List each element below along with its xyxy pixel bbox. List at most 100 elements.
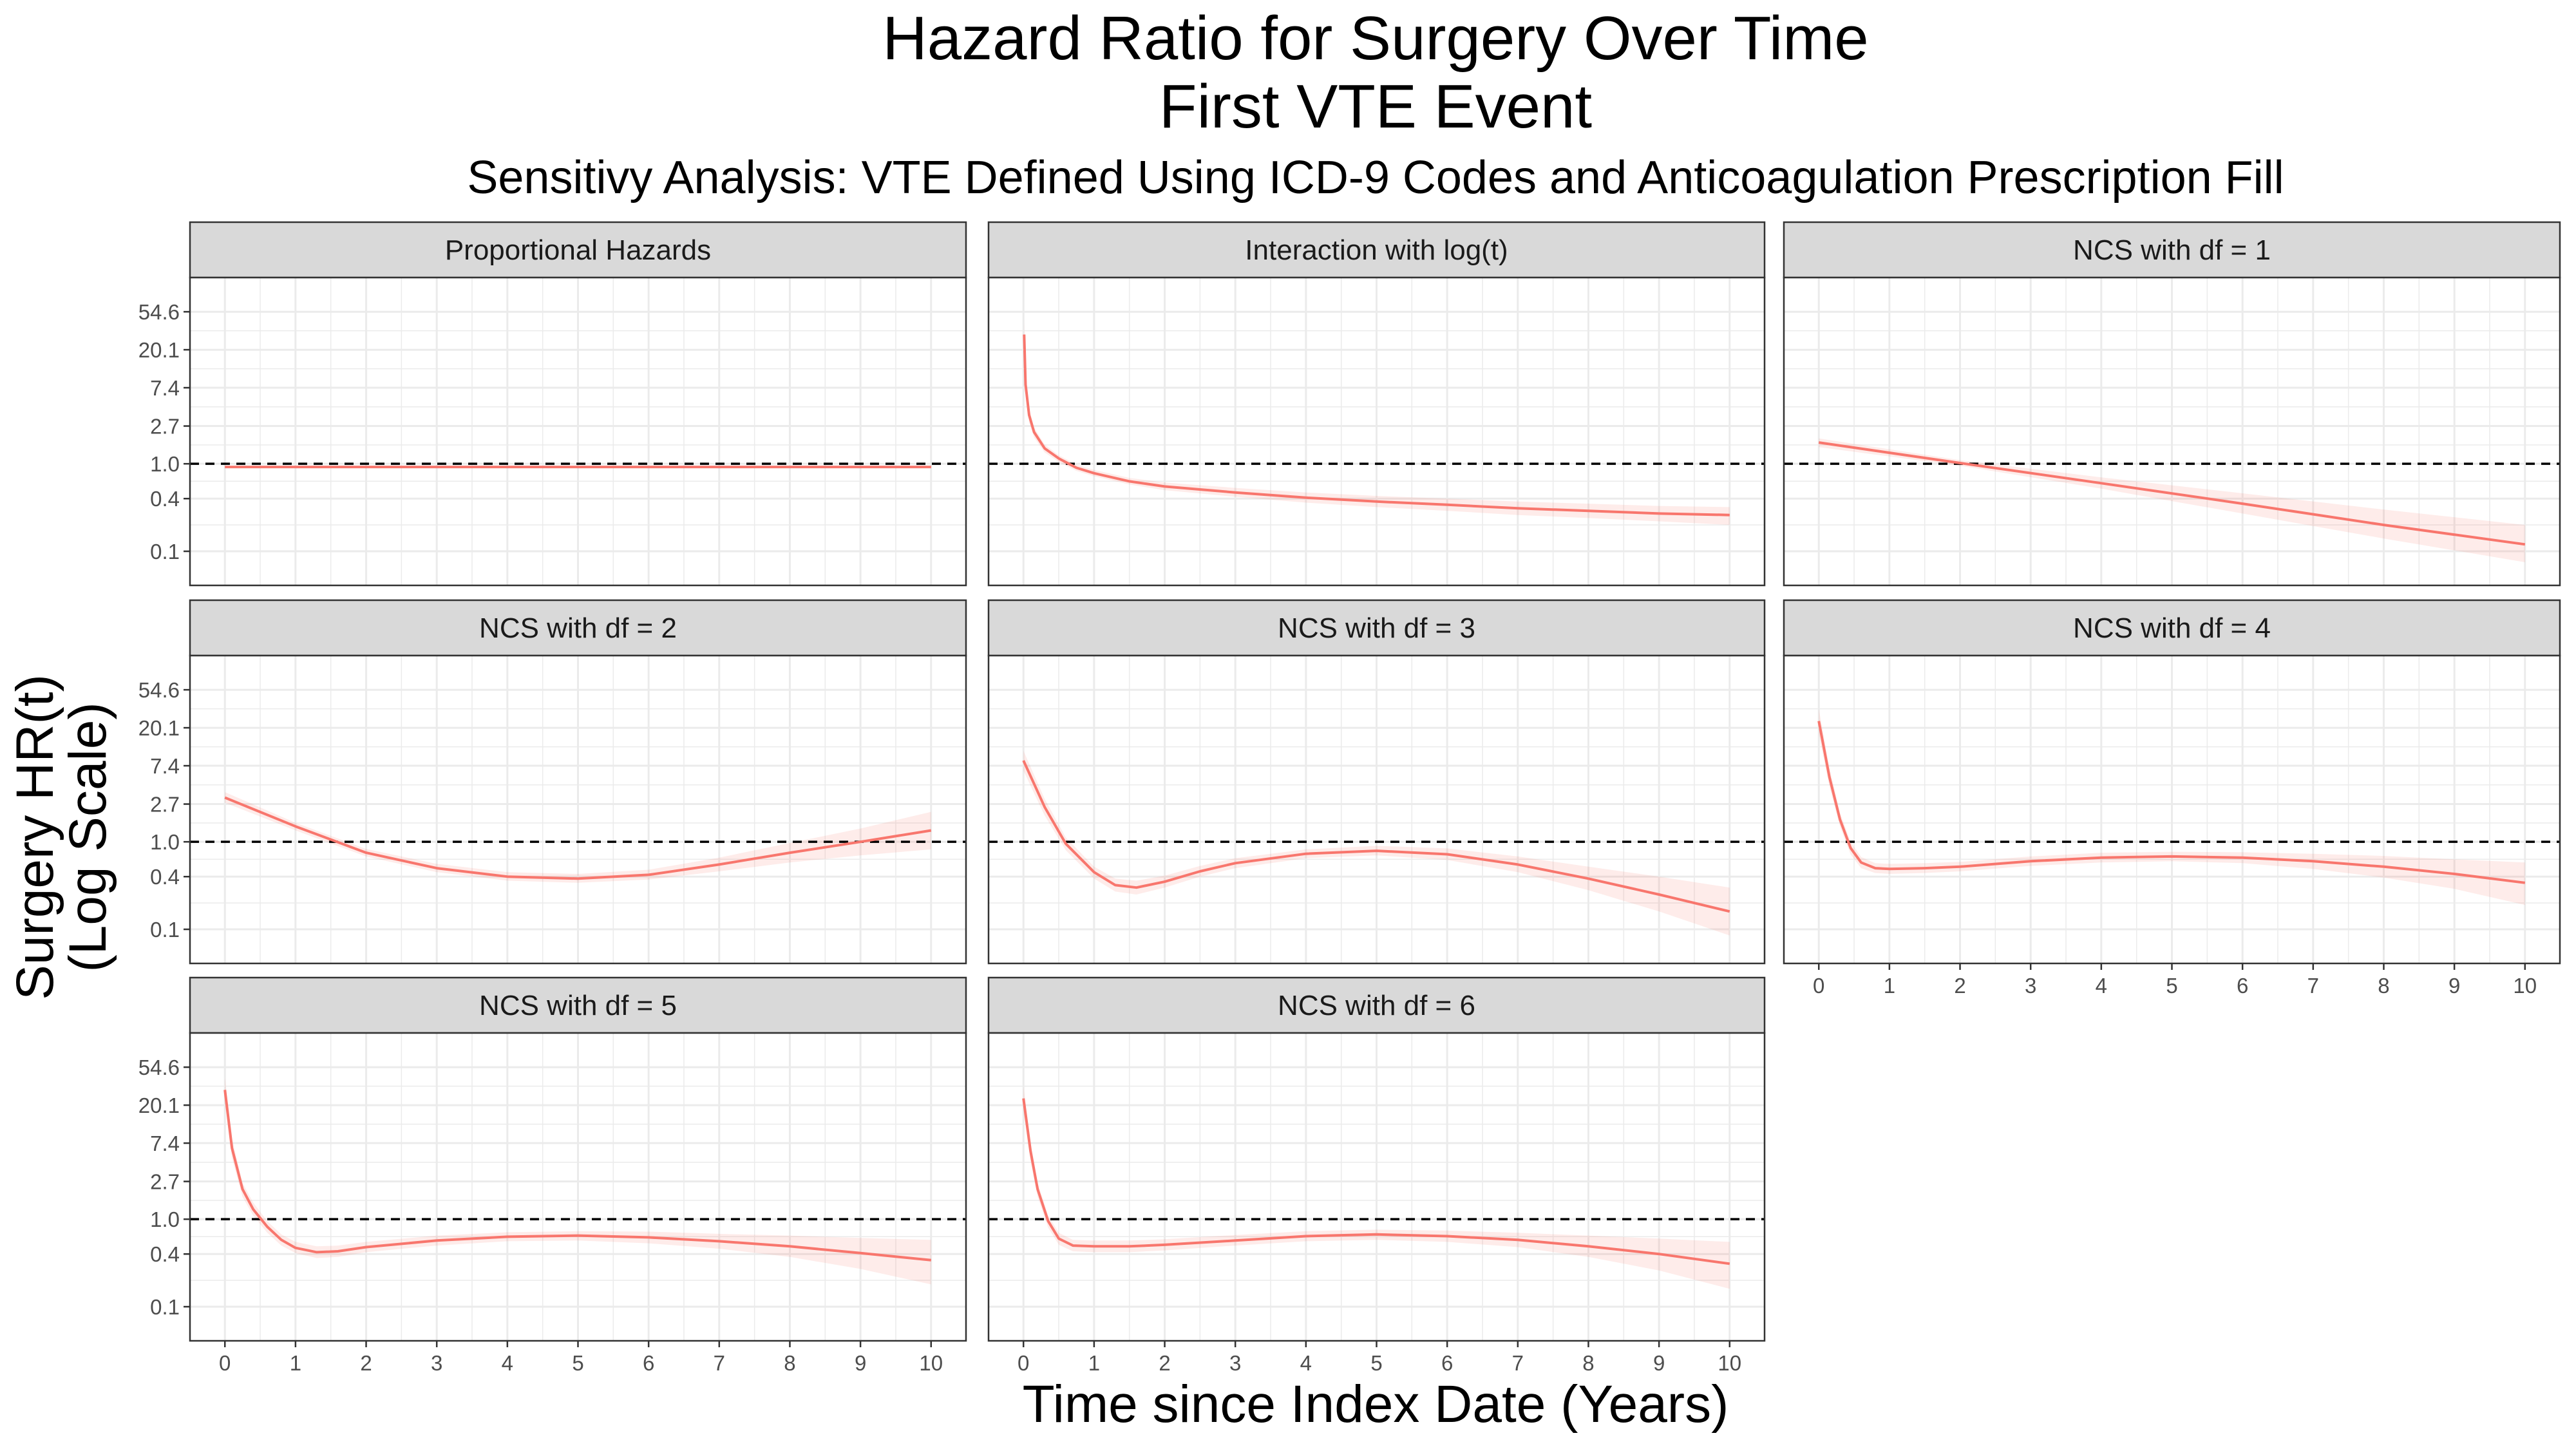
facet-panel: NCS with df = 1 [1783,221,2561,587]
y-tick-label: 7.4 [150,1132,180,1155]
x-tick-label: 0 [1018,1351,1029,1375]
y-tick-label: 2.7 [150,793,180,817]
x-tick-label: 1 [1884,974,1895,998]
x-tick-label: 0 [1813,974,1824,998]
x-tick-label: 1 [1088,1351,1100,1375]
chart-subtitle: Sensitivy Analysis: VTE Defined Using IC… [467,152,2284,204]
facet-strip-label: NCS with df = 6 [1278,990,1475,1021]
y-tick-label: 0.1 [150,918,180,942]
facet-strip-label: NCS with df = 2 [479,612,677,644]
x-axis-title: Time since Index Date (Years) [1023,1375,1729,1434]
y-axis-title: Surgery HR(t) (Log Scale) [6,674,117,1000]
facet-panel: Proportional Hazards 0.1 0.4 1.0 2.7 7.4 20.1 5… [138,221,967,587]
y-tick-label: 20.1 [138,1094,180,1117]
facet-strip-label: NCS with df = 1 [2073,234,2271,266]
x-tick-label: 10 [1718,1351,1741,1375]
x-tick-label: 6 [643,1351,654,1375]
facet-panel: NCS with df = 4 0 1 2 3 4 5 6 7 8 9 10 [1783,599,2561,998]
x-tick-label: 4 [502,1351,513,1375]
x-tick-label: 7 [714,1351,725,1375]
x-tick-label: 8 [1582,1351,1594,1375]
x-tick-label: 7 [1512,1351,1524,1375]
confidence-ribbon [1819,438,2525,562]
chart-title-line1: Hazard Ratio for Surgery Over Time [882,4,1868,73]
facet-panels: Proportional Hazards0.10.41.02.77.420.15… [138,221,2561,1375]
confidence-ribbon [1819,708,2525,905]
x-tick-label: 5 [1370,1351,1382,1375]
facet-strip-label: Proportional Hazards [445,234,711,266]
confidence-ribbon [225,1077,931,1285]
x-tick-label: 0 [219,1351,231,1375]
x-tick-label: 8 [784,1351,795,1375]
y-tick-label: 7.4 [150,754,180,778]
x-tick-label: 9 [2448,974,2460,998]
y-tick-label: 1.0 [150,1208,180,1231]
facet-strip [987,976,1766,1034]
facet-strip [189,599,967,657]
x-tick-label: 2 [1159,1351,1170,1375]
x-tick-label: 1 [290,1351,301,1375]
y-tick-label: 54.6 [138,300,180,324]
y-tick-label: 2.7 [150,415,180,439]
y-tick-label: 0.1 [150,540,180,564]
y-tick-label: 54.6 [138,1056,180,1079]
x-tick-label: 2 [360,1351,372,1375]
panel-border [189,276,967,587]
x-tick-label: 9 [855,1351,866,1375]
panel-border [987,276,1766,587]
y-tick-label: 0.4 [150,487,180,511]
facet-strip [189,221,967,279]
facet-panel: NCS with df = 2 0.1 0.4 1.0 2.7 7.4 20.1 54.6 [138,599,967,965]
y-tick-label: 20.1 [138,338,180,362]
x-tick-label: 5 [572,1351,583,1375]
hazard-ratio-line [1818,441,2526,546]
x-tick-label: 3 [1229,1351,1241,1375]
y-tick-label: 0.4 [150,865,180,889]
y-tick-label: 20.1 [138,716,180,740]
x-tick-label: 7 [2307,974,2319,998]
facet-strip-label: Interaction with log(t) [1245,234,1508,266]
y-tick-label: 0.1 [150,1295,180,1319]
y-tick-label: 2.7 [150,1170,180,1194]
chart-title-line2: First VTE Event [1159,72,1592,141]
x-tick-label: 3 [2025,974,2036,998]
y-tick-label: 1.0 [150,452,180,476]
confidence-ribbon [1023,1086,1730,1289]
y-tick-label: 7.4 [150,376,180,400]
panel-border [1783,276,2561,587]
panel-border [987,654,1766,965]
facet-strip [189,976,967,1034]
x-tick-label: 4 [1300,1351,1312,1375]
x-tick-label: 4 [2096,974,2107,998]
y-tick-label: 1.0 [150,830,180,854]
facet-strip-label: NCS with df = 3 [1278,612,1475,644]
x-tick-label: 10 [2513,974,2537,998]
hazard-ratio-line [1022,760,1730,913]
facet-strip [1783,599,2561,657]
facet-panel: NCS with df = 6 0 1 2 3 4 5 6 7 8 9 10 [987,976,1766,1375]
x-tick-label: 8 [2378,974,2389,998]
y-tick-label: 0.4 [150,1242,180,1266]
x-tick-label: 5 [2166,974,2177,998]
hazard-ratio-line [1023,334,1730,516]
hazard-ratio-line [223,1090,931,1262]
x-tick-label: 10 [919,1351,943,1375]
x-tick-label: 6 [1441,1351,1453,1375]
x-tick-label: 2 [1954,974,1965,998]
hazard-ratio-line [1817,721,2526,884]
facet-strip [987,599,1766,657]
facet-panel: Interaction with log(t) [987,221,1766,587]
hazard-ratio-line [1022,1098,1730,1265]
x-tick-label: 3 [431,1351,442,1375]
facet-panel: NCS with df = 3 [987,599,1766,965]
y-axis-title-line1: Surgery HR(t) [6,674,64,1000]
facet-panel: NCS with df = 5 0.1 0.4 1.0 2.7 7.4 20.1 54.6 0 1… [138,976,967,1375]
hazard-ratio-line [224,796,932,880]
x-tick-label: 9 [1653,1351,1665,1375]
y-tick-label: 54.6 [138,678,180,702]
panel-border [189,654,967,965]
y-axis-title-line2: (Log Scale) [59,702,117,972]
x-tick-label: 6 [2237,974,2248,998]
facet-strip-label: NCS with df = 5 [479,990,677,1021]
